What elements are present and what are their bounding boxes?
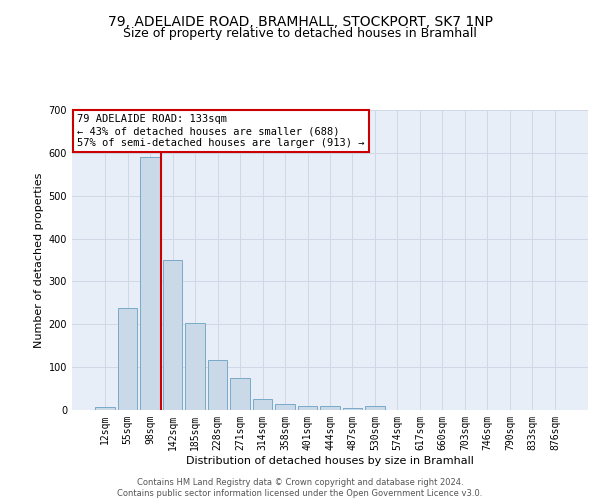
Bar <box>365 406 385 410</box>
Bar <box>208 360 227 410</box>
Text: Size of property relative to detached houses in Bramhall: Size of property relative to detached ho… <box>123 28 477 40</box>
Text: 79 ADELAIDE ROAD: 133sqm
← 43% of detached houses are smaller (688)
57% of semi-: 79 ADELAIDE ROAD: 133sqm ← 43% of detach… <box>77 114 365 148</box>
Bar <box>343 408 362 410</box>
Bar <box>253 400 272 410</box>
Text: Contains HM Land Registry data © Crown copyright and database right 2024.
Contai: Contains HM Land Registry data © Crown c… <box>118 478 482 498</box>
Bar <box>163 260 182 410</box>
X-axis label: Distribution of detached houses by size in Bramhall: Distribution of detached houses by size … <box>186 456 474 466</box>
Bar <box>95 406 115 410</box>
Bar <box>230 378 250 410</box>
Bar <box>185 323 205 410</box>
Bar <box>275 404 295 410</box>
Bar <box>118 308 137 410</box>
Bar <box>140 157 160 410</box>
Y-axis label: Number of detached properties: Number of detached properties <box>34 172 44 348</box>
Bar <box>320 406 340 410</box>
Bar <box>298 406 317 410</box>
Text: 79, ADELAIDE ROAD, BRAMHALL, STOCKPORT, SK7 1NP: 79, ADELAIDE ROAD, BRAMHALL, STOCKPORT, … <box>107 15 493 29</box>
